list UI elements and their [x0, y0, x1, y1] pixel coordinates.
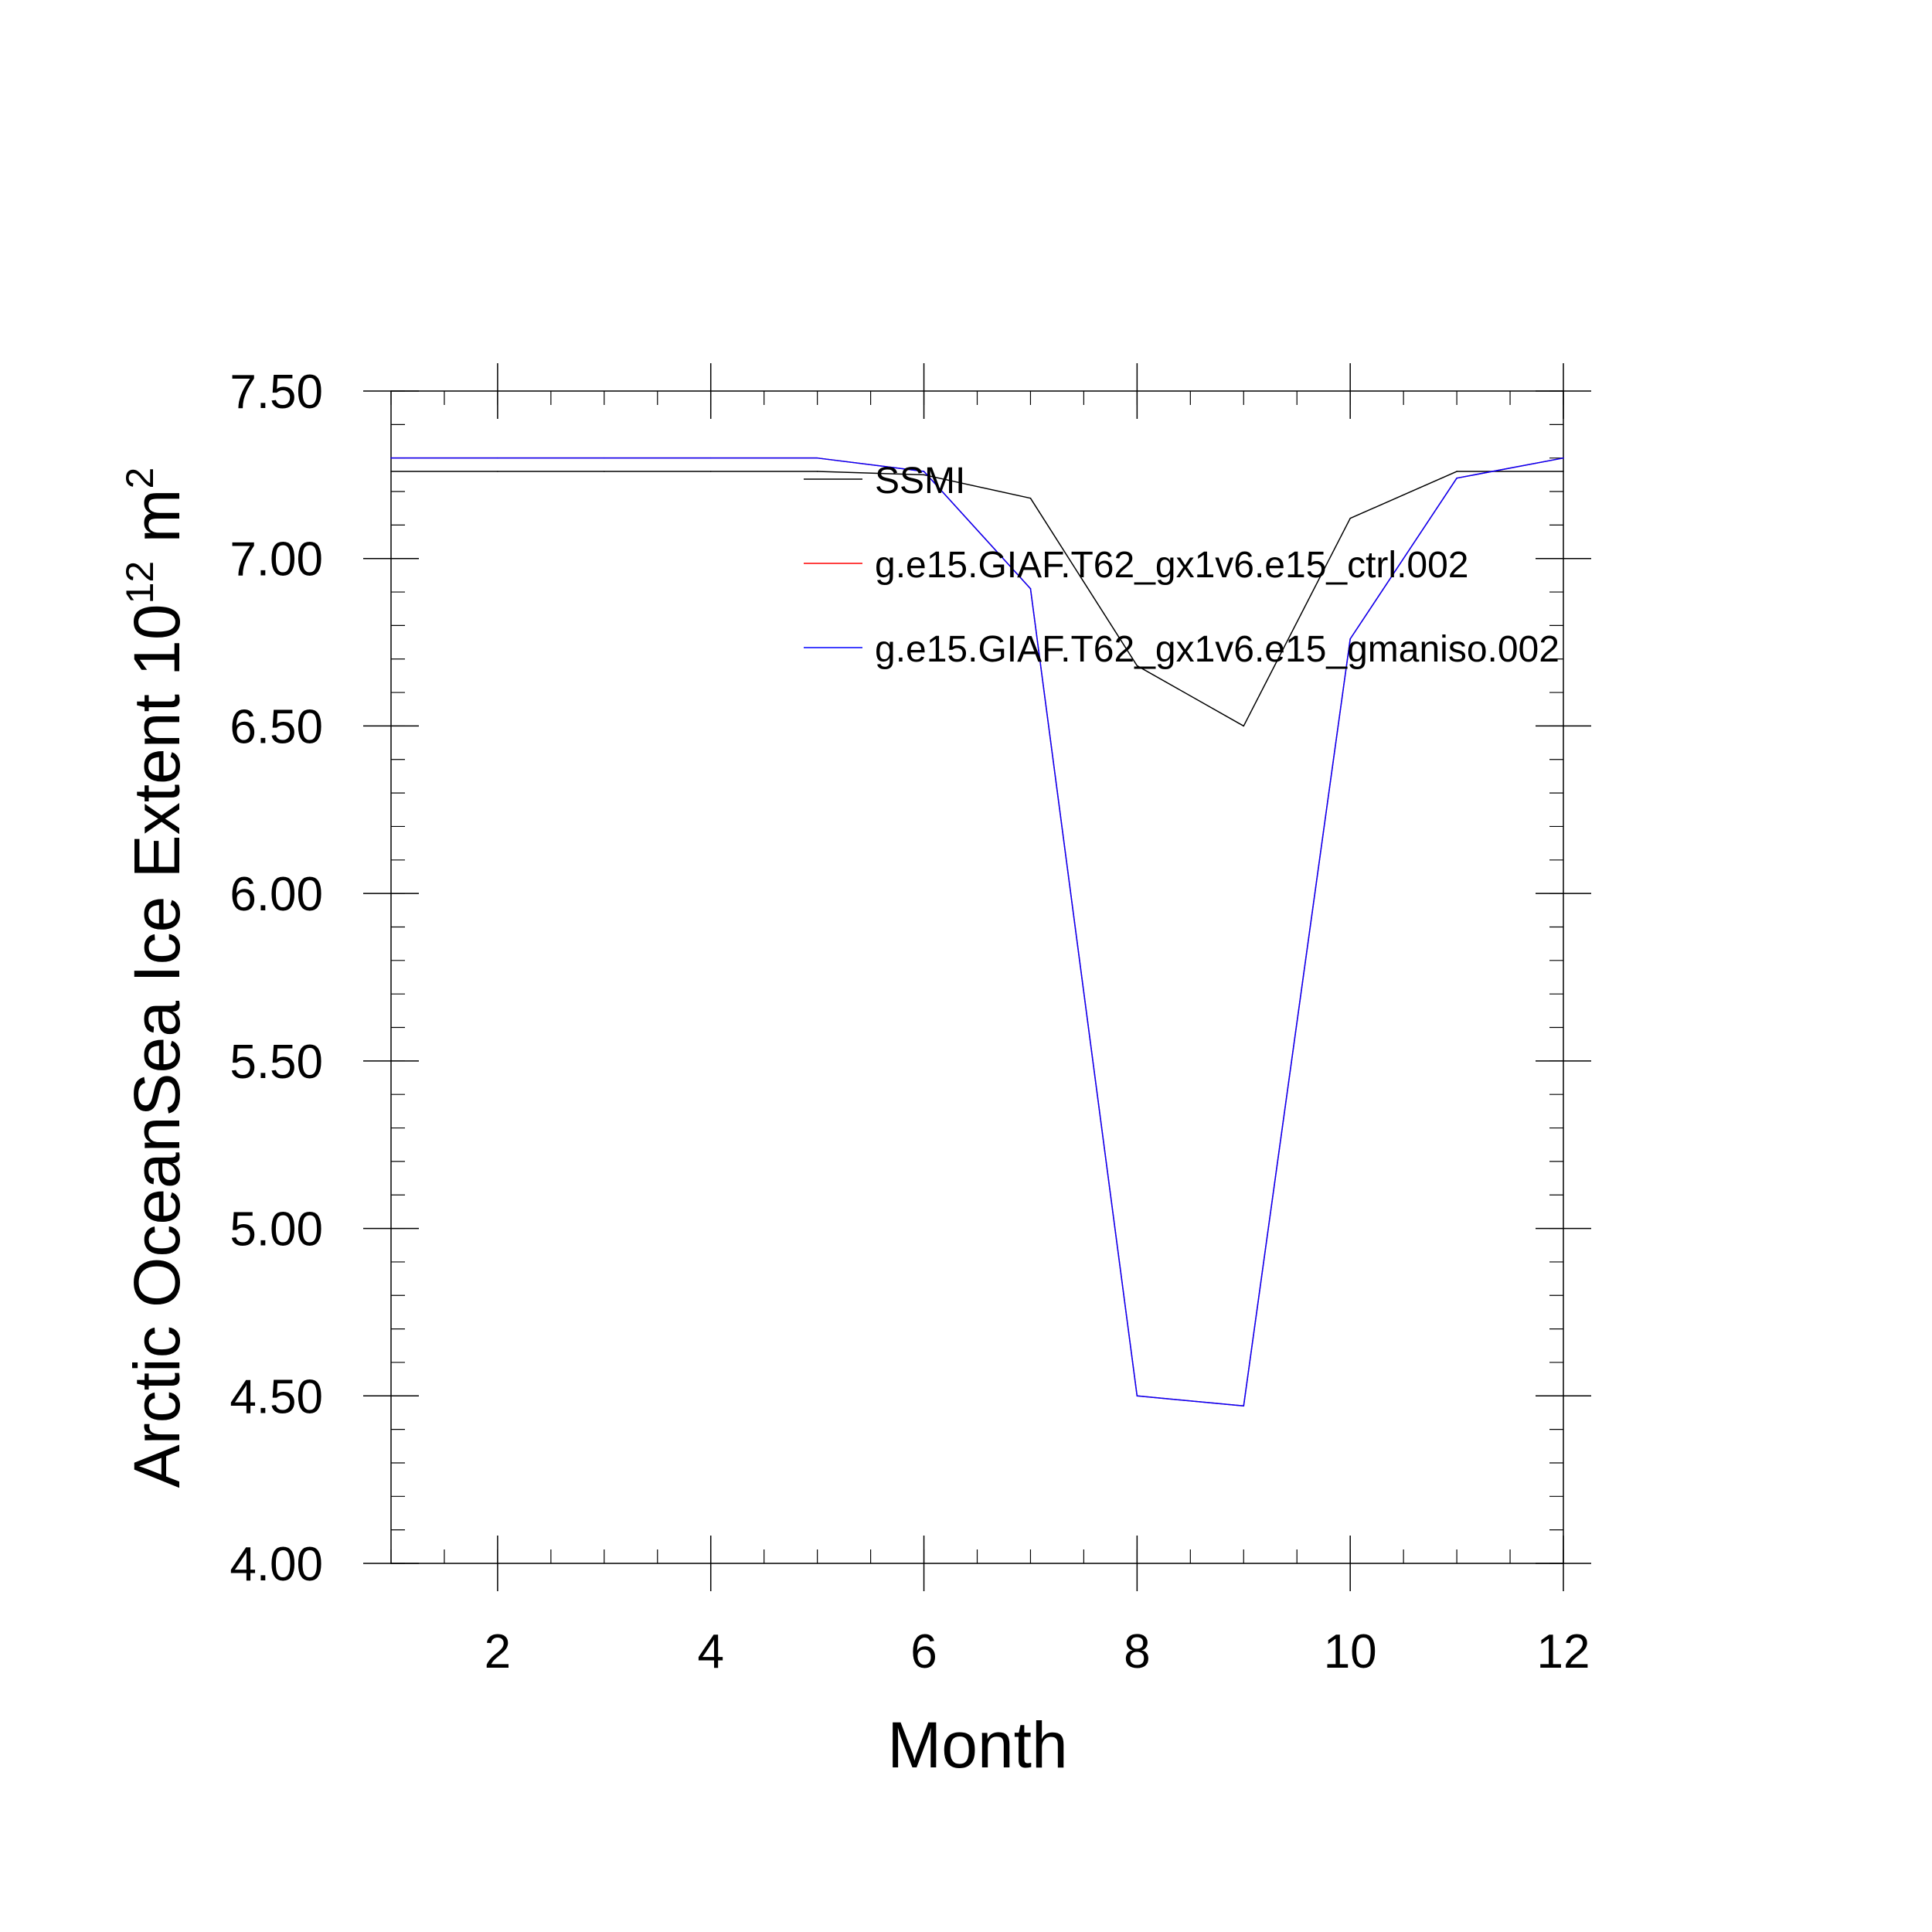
- y-tick-labels: 4.00 4.50 5.00 5.50 6.00 6.50 7.00 7.50: [230, 366, 323, 1591]
- x-tick-labels: 2 4 6 8 10 12: [485, 1625, 1590, 1679]
- series-lines: [390, 457, 1564, 1407]
- series-3-point: [497, 457, 498, 459]
- series-1-point: [1243, 725, 1245, 727]
- series-3-point: [923, 471, 925, 472]
- legend-label: g.e15.GIAF.T62_gx1v6.e15_ctrl.002: [875, 545, 1469, 586]
- series-1-point: [604, 471, 605, 472]
- legend-label: SSMI: [875, 461, 965, 502]
- series-1-point: [390, 471, 392, 472]
- x-tick-label: 10: [1324, 1625, 1377, 1679]
- y-axis-label-exponent-2: 2: [118, 468, 162, 489]
- legend-label: g.e15.GIAF.T62_gx1v6.e15_gmaniso.002: [875, 629, 1560, 670]
- series-3-point: [390, 457, 392, 459]
- y-tick-label: 4.50: [230, 1370, 323, 1423]
- series-1-point: [923, 474, 925, 476]
- series-3-point: [1029, 587, 1032, 590]
- legend: SSMI g.e15.GIAF.T62_gx1v6.e15_ctrl.002 g.e…: [804, 461, 1560, 670]
- y-axis-label-prefix: Arctic OceanSea Ice Extent 10: [121, 604, 193, 1488]
- series-line-1: [391, 471, 1563, 727]
- series-1-point: [1029, 497, 1032, 499]
- series-3-point: [1456, 477, 1458, 479]
- y-tick-label: 6.50: [230, 700, 323, 753]
- y-axis-label-unit: m: [121, 488, 193, 560]
- series-1-point: [709, 471, 712, 472]
- y-tick-label: 7.00: [230, 533, 323, 587]
- series-1-point: [1563, 471, 1564, 472]
- series-3-point: [709, 457, 712, 459]
- x-axis-label: Month: [887, 1709, 1067, 1781]
- x-tick-label: 2: [485, 1625, 511, 1679]
- y-tick-label: 7.50: [230, 366, 323, 419]
- x-tick-label: 6: [910, 1625, 937, 1679]
- x-tick-label: 4: [697, 1625, 723, 1679]
- series-1-point: [816, 471, 818, 472]
- series-3-point: [816, 457, 818, 459]
- y-axis-label-exponent-1: 12: [118, 561, 162, 604]
- series-3-point: [1136, 1395, 1138, 1397]
- series-3-point: [604, 457, 605, 459]
- major-ticks: [363, 363, 1591, 1591]
- y-tick-label: 5.00: [230, 1203, 323, 1257]
- series-1-point: [497, 471, 498, 472]
- series-3-point: [1563, 457, 1564, 459]
- x-tick-label: 12: [1537, 1625, 1590, 1679]
- y-tick-label: 5.50: [230, 1036, 323, 1089]
- series-1-point: [1349, 517, 1351, 519]
- series-line-3: [391, 457, 1564, 1407]
- series-1-point: [1136, 665, 1138, 667]
- y-tick-label: 4.00: [230, 1538, 323, 1591]
- series-1-point: [1456, 471, 1458, 472]
- x-tick-label: 8: [1124, 1625, 1150, 1679]
- series-3-point: [1349, 638, 1351, 640]
- y-tick-label: 6.00: [230, 868, 323, 921]
- y-axis-label: Arctic OceanSea Ice Extent 1012 m2: [118, 468, 193, 1488]
- series-3-point: [1243, 1405, 1245, 1407]
